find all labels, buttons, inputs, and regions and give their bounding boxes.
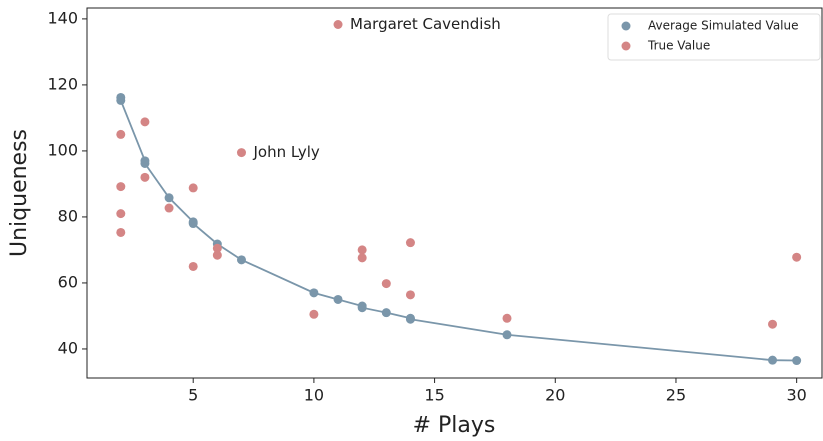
- point: [116, 95, 126, 105]
- point: [309, 309, 319, 319]
- point: [405, 238, 415, 248]
- point: [140, 172, 150, 182]
- point: [188, 261, 198, 271]
- point: [309, 288, 319, 298]
- series-line: [119, 97, 797, 362]
- legend-marker: [621, 21, 631, 31]
- legend-label: True Value: [647, 39, 710, 53]
- y-axis-label: Uniqueness: [7, 129, 32, 257]
- point: [357, 245, 367, 255]
- x-tick-label: 20: [545, 386, 565, 405]
- point: [188, 183, 198, 193]
- annotation: Margaret Cavendish: [350, 15, 501, 33]
- point: [140, 158, 150, 168]
- point: [768, 319, 778, 329]
- legend-box: [607, 13, 821, 61]
- plot-frame: [86, 7, 823, 379]
- point: [405, 314, 415, 324]
- y-tick-label: 80: [58, 206, 78, 225]
- x-tick-label: 5: [188, 386, 198, 405]
- point: [357, 253, 367, 263]
- point: [116, 209, 126, 219]
- x-axis-label: # Plays: [413, 413, 496, 438]
- point: [502, 313, 512, 323]
- point: [188, 219, 198, 229]
- point: [768, 355, 778, 365]
- point: [212, 243, 222, 253]
- point: [502, 330, 512, 340]
- y-tick-label: 60: [58, 272, 78, 291]
- point: [792, 252, 802, 262]
- x-tick-label: 15: [424, 386, 444, 405]
- point: [212, 250, 222, 260]
- x-tick-label: 10: [304, 386, 324, 405]
- legend-marker: [621, 41, 631, 51]
- x-tick-label: 30: [786, 386, 806, 405]
- y-tick-label: 140: [47, 8, 78, 27]
- x-tick-label: 25: [666, 386, 686, 405]
- point: [236, 255, 246, 265]
- point: [140, 117, 150, 127]
- point: [164, 203, 174, 213]
- point: [405, 290, 415, 300]
- annotation: John Lyly: [252, 143, 319, 161]
- point: [792, 356, 802, 366]
- point: [381, 279, 391, 289]
- y-tick-label: 120: [47, 74, 78, 93]
- point: [381, 308, 391, 318]
- y-tick-label: 100: [47, 140, 78, 159]
- point: [116, 227, 126, 237]
- point: [333, 20, 343, 30]
- legend-label: Average Simulated Value: [648, 19, 799, 33]
- point: [357, 303, 367, 313]
- point: [333, 294, 343, 304]
- point: [164, 193, 174, 203]
- point: [116, 129, 126, 139]
- point: [116, 182, 126, 192]
- y-tick-label: 40: [58, 338, 78, 357]
- point: [236, 148, 246, 158]
